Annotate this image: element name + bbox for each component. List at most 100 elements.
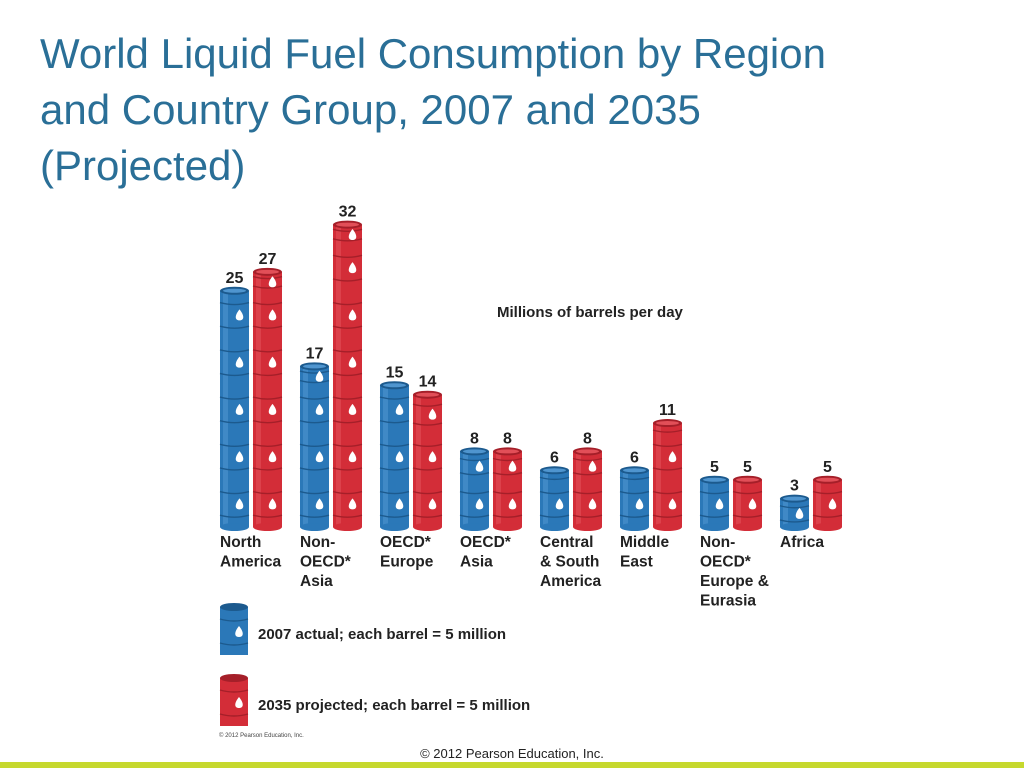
bar-0-6 [699,475,730,531]
barrel-ring [219,514,250,518]
barrel-ring [252,467,283,471]
barrel-ring [252,420,283,424]
bar-1-4 [572,447,603,531]
oil-drop-icon [315,498,324,510]
oil-drop-icon [235,451,244,463]
data-label-1-7: 5 [823,459,832,476]
barrel-ring [652,490,683,495]
barrel-bottom [573,523,602,531]
barrel-ring [332,349,363,353]
barrel-top-lid [336,222,359,227]
data-label-1-5: 11 [659,402,676,419]
oil-drop-icon [315,451,324,463]
bar-1-5 [652,419,683,531]
barrel-ring [652,443,683,448]
oil-drop-icon [268,451,277,463]
barrel-highlight [816,479,821,527]
barrel-bottom [733,523,762,531]
barrel-ring [219,349,250,353]
barrel-highlight [543,470,548,527]
barrel-top-lid [816,477,839,482]
category-label-4-0: Central [540,534,593,551]
oil-drop-icon [635,498,644,510]
oil-drop-icon [588,460,597,472]
barrel-ring [219,490,250,495]
legend-barrel-ring [219,713,249,717]
barrel-top-lid [303,364,326,369]
data-label-0-1: 17 [306,345,324,362]
oil-drop-icon [475,498,484,510]
bar-1-2 [412,390,443,531]
legend-barrel-icon [220,678,248,726]
bar-0-5 [619,466,650,531]
bar-1-7 [812,475,843,531]
barrel-bottom [700,523,729,531]
oil-drop-icon [668,451,677,463]
title-line-2: and Country Group, 2007 and 2035 [40,86,701,133]
oil-drop-icon [395,498,404,510]
bar-1-0 [252,267,283,531]
barrel-highlight [623,470,628,527]
barrel-ring [459,457,490,462]
barrel-top-lid [496,449,519,454]
barrel-top-lid [543,468,566,473]
legend-barrel-ring [219,642,249,646]
data-label-0-7: 3 [790,478,799,495]
barrel-highlight [496,451,501,527]
barrel-ring [332,420,363,424]
barrel-ring [779,519,810,523]
barrel-highlight [576,451,581,527]
data-label-1-3: 8 [503,430,512,447]
category-label-4-2: America [540,573,602,590]
barrel-ring [492,471,523,476]
barrel-ring [219,372,250,377]
barrel-ring [619,514,650,518]
barrel-bottom [300,523,329,531]
barrel-ring [379,396,410,400]
barrel-ring [299,490,330,495]
oil-drop-icon [828,498,837,510]
barrel-highlight [383,385,388,527]
bar-1-1 [332,220,363,531]
barrel-ring [332,514,363,518]
bar-0-1 [299,362,330,531]
category-label-5-1: East [620,554,653,571]
data-label-0-2: 15 [386,364,404,381]
barrel-ring [492,514,523,518]
oil-drop-icon [348,403,357,415]
oil-drop-icon [508,498,517,510]
barrel-ring [332,396,363,400]
category-label-0-1: America [220,554,282,571]
barrel-ring [459,471,490,476]
barrel-ring [299,396,330,400]
bar-0-7 [779,494,810,531]
oil-drop-icon [235,403,244,415]
oil-drop-icon [668,498,677,510]
oil-drop-icon [348,356,357,368]
barrel-ring [252,490,283,495]
oil-drop-icon [348,498,357,510]
category-label-1-1: OECD* [300,554,352,571]
barrel-top-lid [463,449,486,454]
footer-accent-bar [0,762,1024,768]
barrel-ring [459,514,490,518]
barrel-top-lid [416,392,439,397]
bar-1-6 [732,475,763,531]
category-label-2-1: Europe [380,554,434,571]
barrel-ring [619,490,650,495]
barrel-bottom [813,523,842,531]
barrel-top-lid [256,269,279,274]
barrel-ring [219,301,250,306]
data-label-1-2: 14 [419,374,437,391]
barrel-ring [219,420,250,424]
barrel-ring [412,490,443,495]
barrel-top-lid [783,496,806,501]
footer-copyright: © 2012 Pearson Education, Inc. [420,746,604,761]
barrel-ring [332,228,363,233]
barrel-bottom [620,523,649,531]
data-label-0-6: 5 [710,459,719,476]
oil-drop-icon [555,498,564,510]
barrel-ring [412,443,443,448]
barrel-ring [299,420,330,424]
